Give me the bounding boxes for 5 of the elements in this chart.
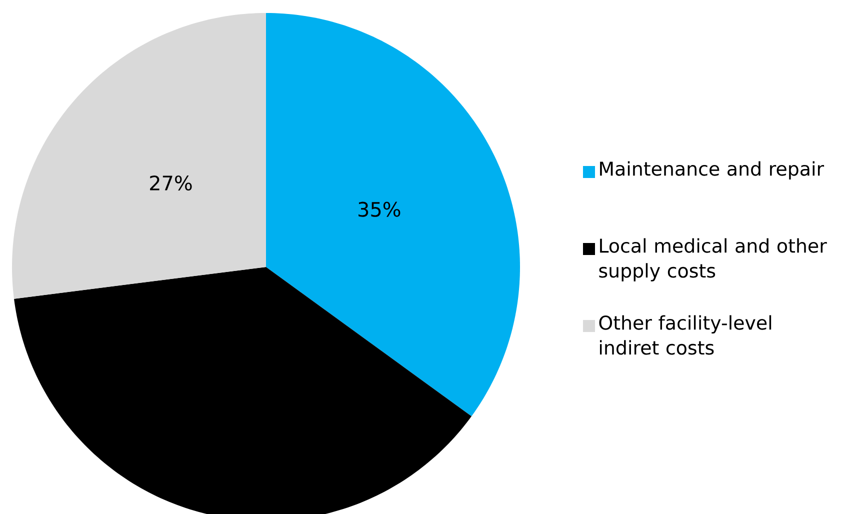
legend-label: Other facility-level indiret costs: [599, 315, 772, 355]
legend-label: Maintenance and repair: [600, 161, 824, 180]
data-label: 35%: [358, 202, 400, 217]
data-label: 27%: [150, 175, 192, 191]
legend-label: Local medical and other supply costs: [599, 238, 827, 282]
